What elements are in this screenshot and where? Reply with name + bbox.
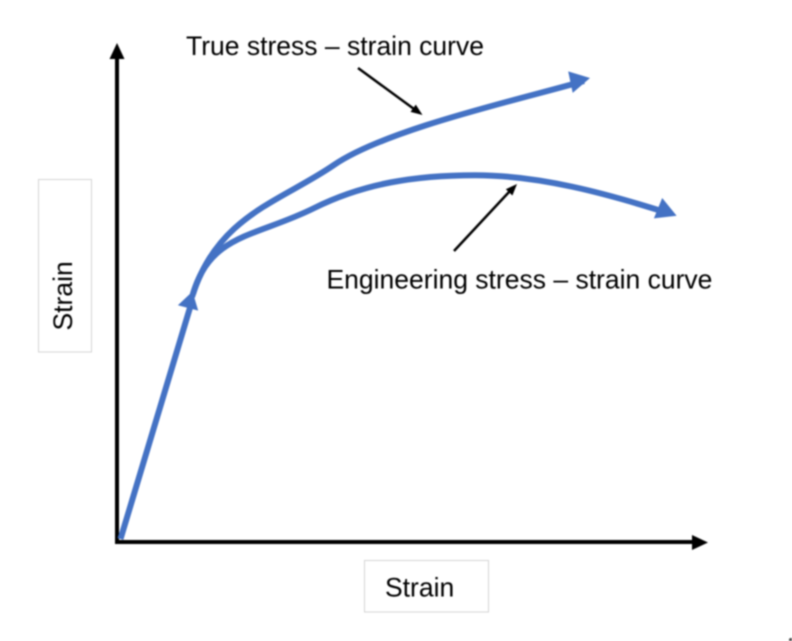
svg-text:True stress – strain curve: True stress – strain curve bbox=[186, 31, 484, 61]
svg-text:Strain: Strain bbox=[385, 572, 454, 602]
svg-text:Strain: Strain bbox=[48, 261, 78, 330]
svg-text:Engineering stress – strain cu: Engineering stress – strain curve bbox=[327, 265, 713, 295]
